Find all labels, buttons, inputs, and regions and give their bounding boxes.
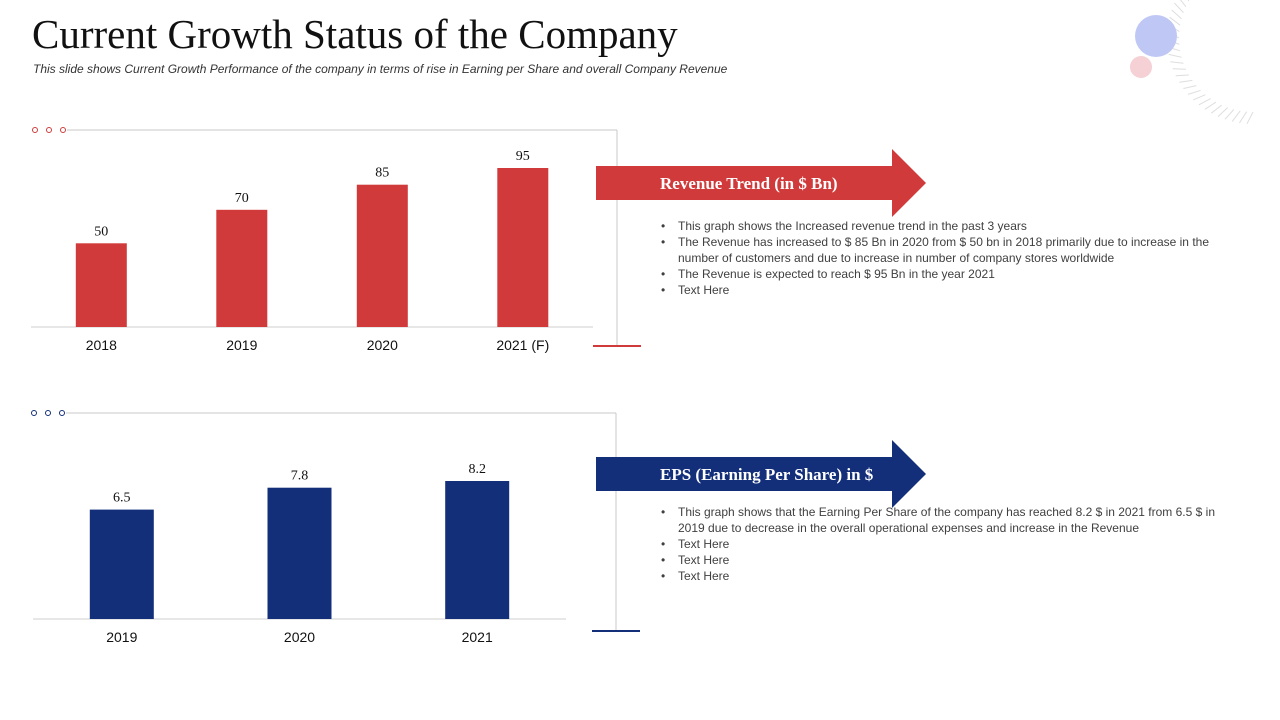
- hatch-line: [1172, 68, 1186, 70]
- page-subtitle: This slide shows Current Growth Performa…: [33, 62, 728, 76]
- list-item: Text Here: [661, 282, 1236, 298]
- x-tick-label: 2018: [86, 337, 117, 353]
- x-tick-label: 2020: [284, 629, 315, 645]
- hatch-line: [1168, 53, 1182, 58]
- eps-bar-chart: 6.5 2019 7.8 2020 8.2 2021: [33, 462, 566, 645]
- data-label: 8.2: [468, 462, 486, 477]
- hatch-line: [1183, 85, 1197, 89]
- eps-banner-label: EPS (Earning Per Share) in $: [660, 465, 874, 484]
- frame-dot: [45, 410, 51, 416]
- hatched-arc-decoration: [1166, 0, 1254, 125]
- deco-circle-pink: [1130, 56, 1152, 78]
- bar: [75, 243, 127, 327]
- bar: [89, 509, 154, 619]
- frame-dot: [60, 127, 66, 133]
- hatch-line: [1187, 89, 1201, 95]
- list-item: The Revenue has increased to $ 85 Bn in …: [661, 234, 1236, 266]
- data-label: 7.8: [291, 469, 309, 484]
- data-label: 50: [94, 224, 108, 239]
- x-tick-label: 2019: [106, 629, 137, 645]
- frame-dot: [46, 127, 52, 133]
- data-label: 95: [516, 149, 530, 164]
- list-item: Text Here: [661, 552, 1239, 568]
- eps-chart-frame: [31, 410, 640, 632]
- hatch-line: [1193, 94, 1206, 101]
- list-item: Text Here: [661, 568, 1239, 584]
- hatch-line: [1239, 111, 1248, 124]
- list-item: Text Here: [661, 536, 1239, 552]
- deco-circle-blue: [1135, 15, 1177, 57]
- hatch-line: [1246, 111, 1254, 125]
- hatch-line: [1204, 101, 1217, 110]
- decoration: [1130, 0, 1254, 125]
- hatch-line: [1170, 61, 1184, 64]
- frame-dot: [32, 127, 38, 133]
- eps-bullet-list: This graph shows that the Earning Per Sh…: [661, 504, 1239, 584]
- hatch-line: [1180, 0, 1187, 8]
- x-tick-label: 2021 (F): [496, 337, 549, 353]
- bar: [216, 209, 268, 327]
- bar: [267, 487, 332, 619]
- hatch-line: [1231, 110, 1241, 122]
- hatch-line: [1217, 107, 1229, 117]
- frame-dot: [31, 410, 37, 416]
- hatch-line: [1224, 109, 1235, 120]
- hatch-line: [1179, 79, 1193, 83]
- revenue-banner-arrow: [596, 149, 926, 217]
- revenue-bullet-list: This graph shows the Increased revenue t…: [661, 218, 1236, 298]
- data-label: 70: [235, 191, 249, 206]
- eps-banner-arrow: [596, 440, 926, 508]
- list-item: The Revenue is expected to reach $ 95 Bn…: [661, 266, 1236, 282]
- frame-dot: [59, 410, 65, 416]
- data-label: 6.5: [113, 491, 131, 506]
- page-title: Current Growth Status of the Company: [32, 11, 678, 57]
- list-item: This graph shows the Increased revenue t…: [661, 218, 1236, 234]
- hatch-line: [1171, 9, 1182, 20]
- bar: [356, 184, 408, 327]
- hatch-line: [1187, 0, 1190, 2]
- bar: [497, 168, 549, 327]
- x-tick-label: 2019: [226, 337, 257, 353]
- data-label: 85: [375, 166, 389, 181]
- list-item: This graph shows that the Earning Per Sh…: [661, 504, 1239, 536]
- hatch-line: [1210, 104, 1223, 114]
- revenue-banner-label: Revenue Trend (in $ Bn): [660, 174, 838, 193]
- hatch-line: [1169, 16, 1181, 26]
- hatch-line: [1175, 74, 1189, 77]
- x-tick-label: 2021: [462, 629, 493, 645]
- hatch-line: [1198, 98, 1211, 106]
- hatch-line: [1174, 2, 1184, 14]
- x-tick-label: 2020: [367, 337, 398, 353]
- revenue-bar-chart: 50 2018 70 2019 85 2020 95 2021 (F): [31, 149, 593, 353]
- bar: [445, 481, 510, 619]
